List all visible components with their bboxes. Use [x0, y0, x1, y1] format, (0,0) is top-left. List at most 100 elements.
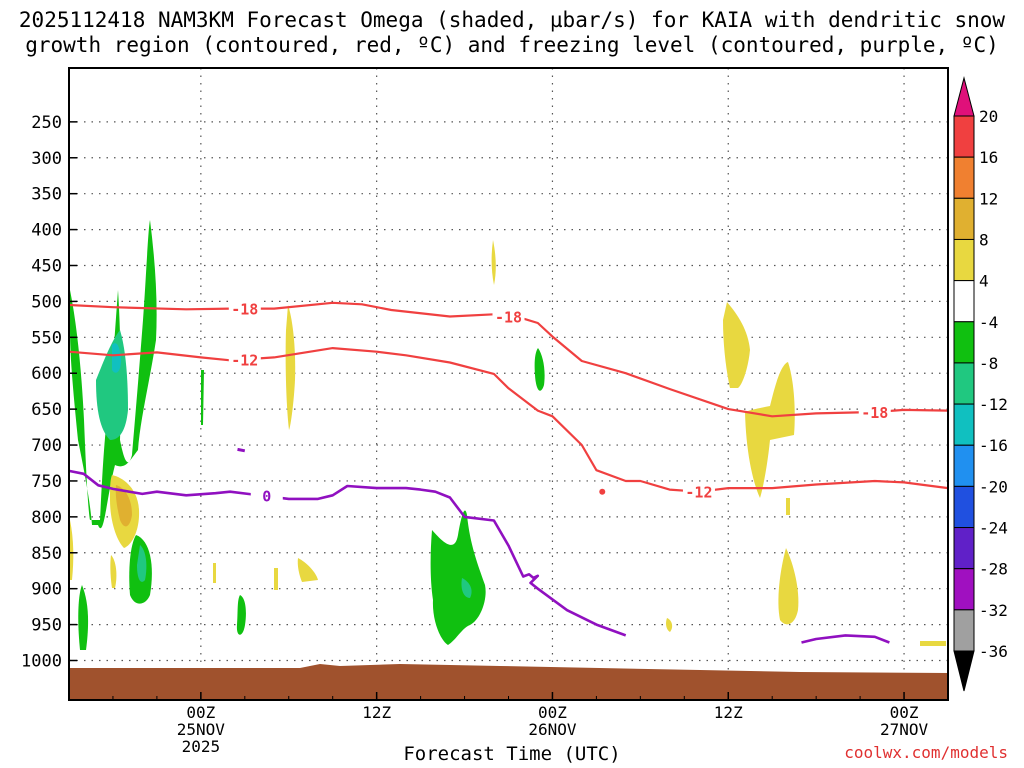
omega-blob-yellow — [297, 558, 318, 582]
y-tick-label: 600 — [31, 364, 62, 384]
colorbar-segment — [953, 115, 975, 158]
omega-blob-teal — [461, 578, 472, 598]
omega-blob-yellow — [110, 555, 117, 588]
omega-blob-orange — [115, 485, 132, 527]
contour-label-minus18-bg — [858, 403, 891, 422]
contour-label-minus18-bg — [228, 299, 261, 318]
colorbar-segment — [953, 527, 975, 570]
colorbar-label: -24 — [979, 519, 1008, 538]
y-axis: 250 300 350 400 450 500 550 600 650 700 750 800 850 9… — [21, 113, 77, 672]
contour-label-freezing-bg — [250, 486, 283, 505]
y-tick-label: 250 — [31, 113, 62, 133]
contour-freezing-blip — [237, 447, 246, 453]
omega-blob-teal — [137, 545, 147, 582]
y-tick-label: 700 — [31, 436, 62, 456]
omega-blob-yellow — [786, 498, 790, 515]
x-tick-date: 26NOV — [528, 720, 577, 739]
omega-blob-yellow — [491, 240, 496, 285]
omega-blob-green — [430, 510, 486, 645]
y-tick-label: 300 — [31, 149, 62, 169]
contour-label-minus12-bg — [228, 350, 261, 369]
x-tick-year: 2025 — [182, 737, 221, 756]
colorbar-label: -12 — [979, 395, 1008, 414]
colorbar-segment — [953, 362, 975, 405]
x-axis-title: Forecast Time (UTC) — [403, 743, 621, 765]
colorbar-segment — [953, 485, 975, 529]
colorbar-segment — [953, 280, 975, 323]
omega-blob-yellow — [723, 302, 750, 388]
colorbar-label: -20 — [979, 477, 1008, 496]
y-tick-label: 800 — [31, 508, 62, 528]
contour-freezing-level-right — [801, 634, 890, 644]
x-tick-label: 12Z — [362, 703, 391, 722]
y-tick-label: 350 — [31, 185, 62, 205]
colorbar-label: 4 — [979, 272, 989, 291]
omega-blob-green — [236, 595, 246, 635]
x-tick-label: 12Z — [714, 703, 743, 722]
grid-lines — [69, 68, 948, 700]
y-tick-label: 450 — [31, 257, 62, 277]
plot-area — [69, 68, 948, 700]
colorbar-label: -36 — [979, 642, 1008, 661]
terrain-ground — [69, 664, 948, 700]
contour-label-minus12: -12 — [231, 352, 258, 370]
y-tick-label: 750 — [31, 472, 62, 492]
y-tick-label: 400 — [31, 221, 62, 241]
colorbar-label: -16 — [979, 436, 1008, 455]
omega-blob-yellow — [666, 618, 673, 632]
x-tick-label: 00Z — [890, 703, 919, 722]
omega-blob-cyan — [112, 343, 121, 373]
omega-blob-green — [78, 585, 89, 650]
y-tick-label: 650 — [31, 400, 62, 420]
contour-label-freezing: 0 — [262, 487, 271, 505]
colorbar-segment — [953, 568, 975, 611]
x-tick-label: 00Z — [538, 703, 567, 722]
contour-label-minus18: -18 — [231, 301, 258, 319]
colorbar-segment — [953, 321, 975, 364]
colorbar-segment — [953, 238, 975, 282]
omega-blob-yellow — [213, 563, 216, 583]
omega-blob-yellow — [274, 568, 278, 590]
contour-label-minus18-bg — [492, 307, 525, 326]
contour-labels: -18 -18 -18 -12 -12 0 — [228, 299, 891, 505]
colorbar-segment — [953, 197, 975, 240]
colorbar-label: 16 — [979, 148, 998, 167]
x-tick-date: 27NOV — [880, 720, 929, 739]
contour-dot — [599, 488, 606, 495]
omega-blob-green — [534, 348, 545, 391]
contour-freezing-level — [68, 469, 627, 637]
x-tick-date: 25NOV — [177, 720, 226, 739]
credit-link[interactable]: coolwx.com/models — [844, 743, 1008, 762]
omega-blob-yellow — [70, 520, 74, 580]
colorbar-segment — [953, 609, 975, 652]
colorbar-label: -8 — [979, 354, 998, 373]
omega-blob-yellow — [920, 641, 946, 646]
omega-blob-yellow — [285, 305, 296, 430]
colorbar-segment — [953, 444, 975, 487]
omega-blob-yellow — [778, 548, 799, 625]
contour-label-minus12: -12 — [685, 484, 712, 502]
contour-label-minus12-bg — [682, 482, 715, 501]
y-tick-label: 500 — [31, 292, 62, 312]
y-tick-label: 1000 — [21, 652, 62, 672]
contour-label-minus18: -18 — [495, 308, 522, 326]
colorbar: 20 16 12 8 4 -4 -8 -12 -16 -20 -24 -28 -32 -36 — [953, 76, 1008, 692]
omega-shading — [70, 220, 946, 650]
colorbar-segment — [953, 156, 975, 199]
y-tick-label: 950 — [31, 616, 62, 636]
chart-title-line-1: 2025112418 NAM3KM Forecast Omega (shaded… — [18, 8, 1006, 32]
y-tick-label: 550 — [31, 328, 62, 348]
chart-title-line-2: growth region (contoured, red, ºC) and f… — [25, 33, 999, 57]
colorbar-top-arrow — [953, 76, 975, 117]
colorbar-label: -28 — [979, 560, 1008, 579]
colorbar-label: -32 — [979, 601, 1008, 620]
colorbar-segment — [953, 403, 975, 446]
colorbar-label: 8 — [979, 230, 989, 249]
contour-label-minus18: -18 — [861, 404, 888, 422]
colorbar-label: -4 — [979, 313, 998, 332]
omega-blob-green — [201, 370, 204, 425]
y-tick-label: 900 — [31, 580, 62, 600]
colorbar-label: 20 — [979, 107, 998, 126]
